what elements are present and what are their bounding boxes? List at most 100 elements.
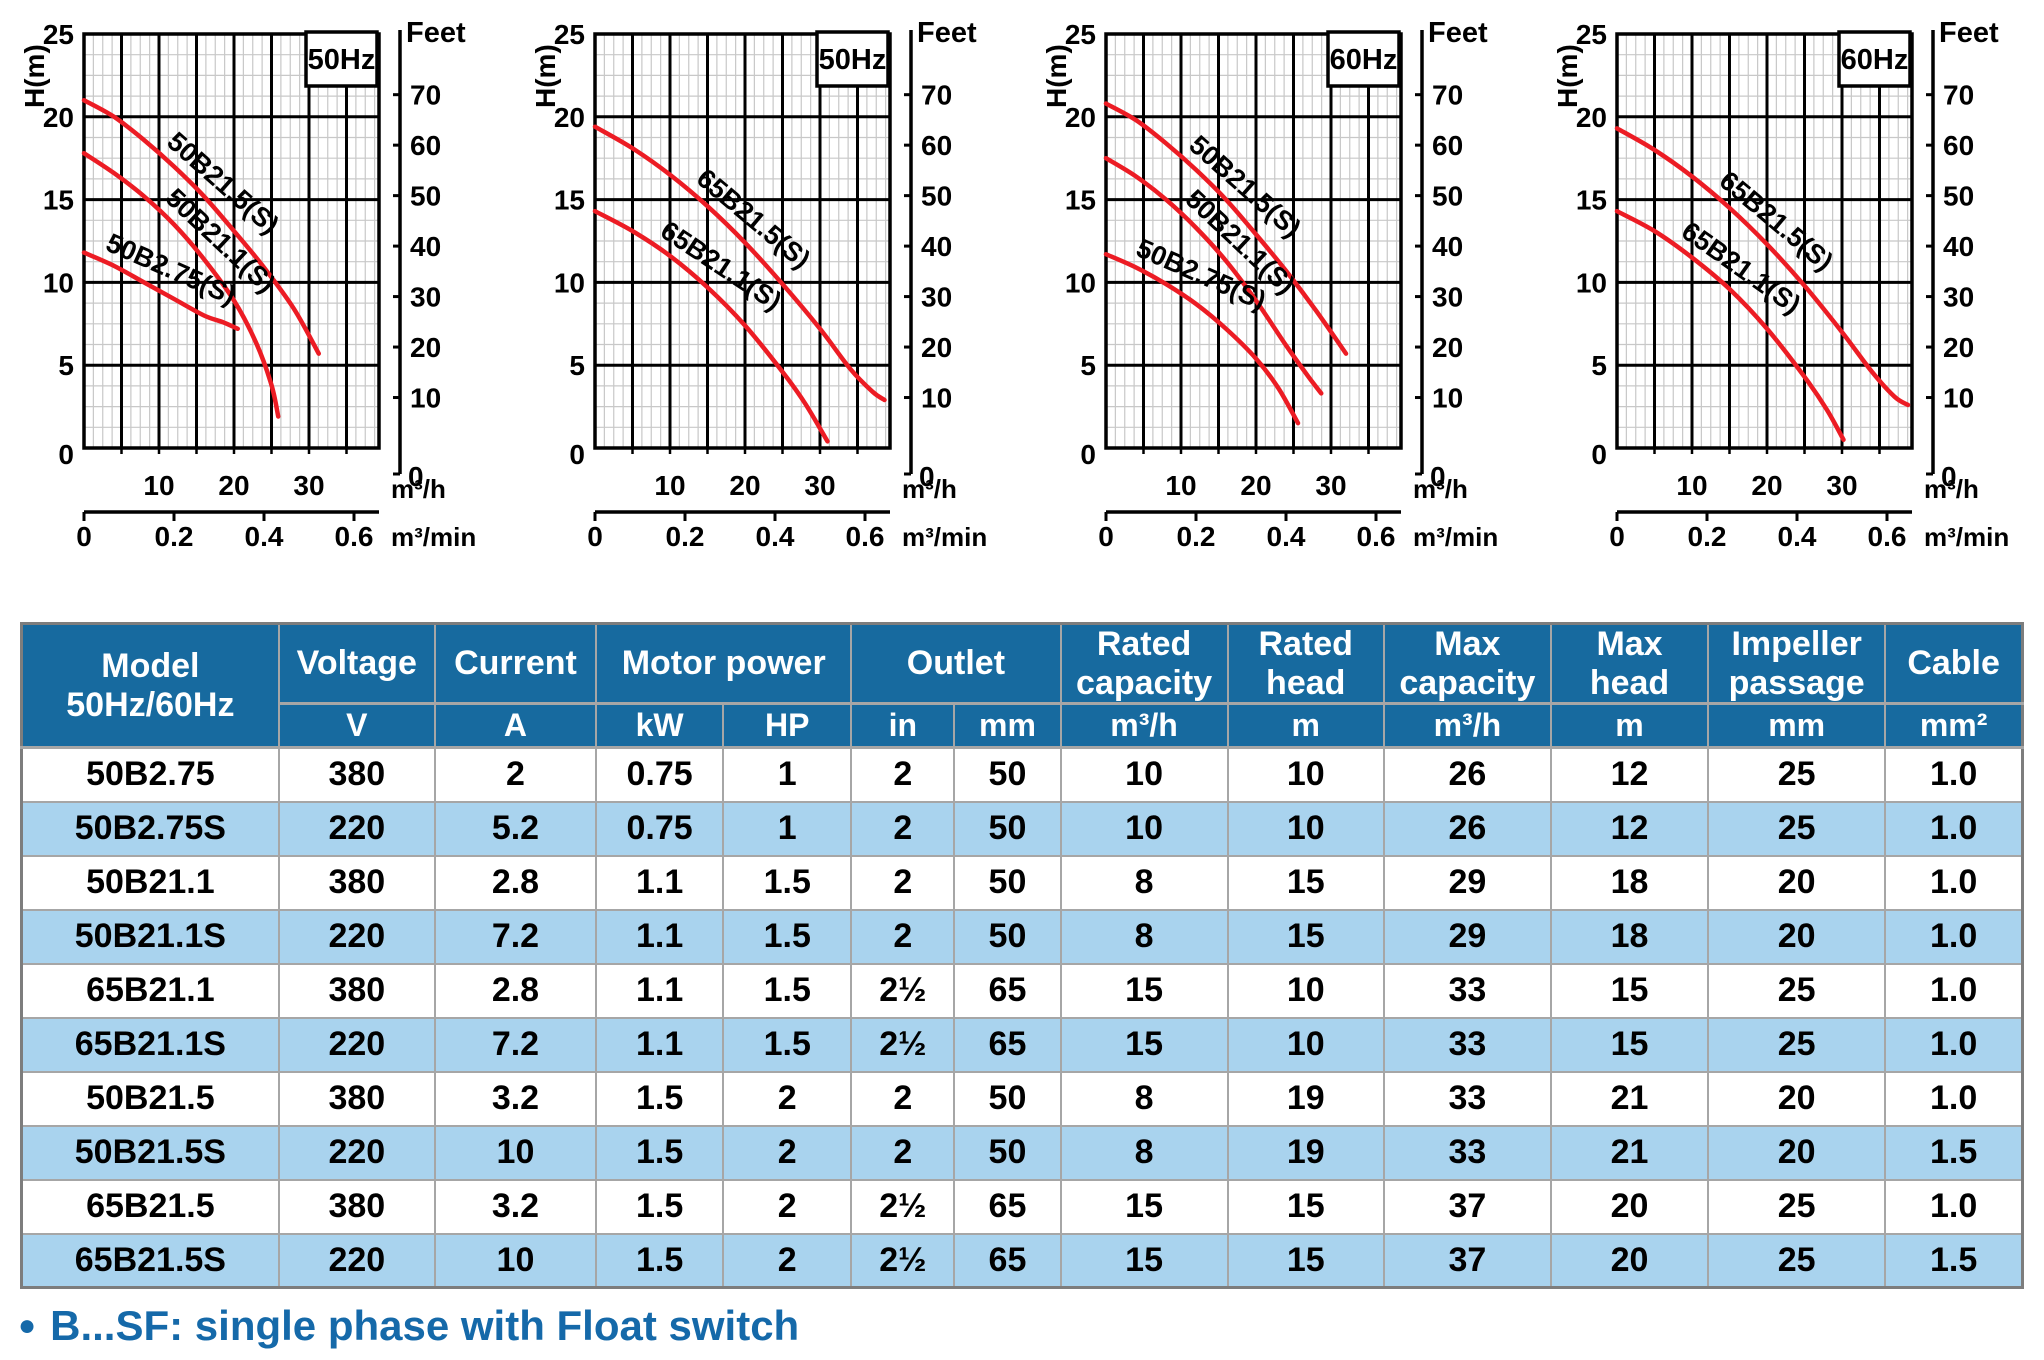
value-cell: 2½	[850, 1232, 956, 1289]
y-axis-tick-label: 25	[1065, 19, 1096, 50]
right-axis-tick-label: 0	[919, 461, 935, 492]
frequency-badge-box	[815, 30, 890, 88]
value-cell: 20	[1549, 1232, 1710, 1289]
value-cell: 18	[1549, 908, 1710, 965]
x-axis-tick-label: 20	[1751, 470, 1782, 501]
right-axis-tick-label: 20	[410, 332, 441, 363]
header-motor-power: Motor power	[595, 622, 853, 705]
value-cell: 2	[850, 1124, 956, 1181]
pump-curve-50B21.1(S)	[1103, 155, 1324, 396]
y-axis-title-right: Feet	[1428, 17, 1488, 49]
table-row: 65B21.1 380 2.8 1.1 1.5 2½ 65 15 10 33 15 25 1.0	[20, 962, 2024, 1019]
secondary-x-tick-label: 0	[587, 521, 603, 552]
x-axis-unit-secondary: m³/min	[391, 522, 476, 552]
frequency-badge-box	[304, 30, 379, 88]
value-cell: 20	[1707, 854, 1887, 911]
y-axis-tick-label: 25	[554, 19, 585, 50]
plot-border	[82, 32, 381, 450]
value-cell: 1.5	[722, 908, 853, 965]
value-cell: 1.5	[722, 962, 853, 1019]
header-max-head: Max head	[1549, 622, 1710, 705]
value-cell: 2.8	[433, 854, 598, 911]
pump-curve-50B21.1(S)	[81, 150, 281, 419]
y-axis-title-right: Feet	[917, 17, 977, 49]
right-axis-tick-label: 0	[408, 461, 424, 492]
value-cell: 1.5	[1884, 1124, 2024, 1181]
x-axis-tick-label: 20	[729, 470, 760, 501]
secondary-x-tick-label: 0	[76, 521, 92, 552]
x-axis-unit-primary: m³/h	[391, 474, 446, 504]
value-cell: 1.0	[1884, 800, 2024, 857]
right-axis-tick-label: 70	[410, 80, 441, 111]
secondary-x-tick-label: 0	[1609, 521, 1625, 552]
pump-curve-chart: 50B21.5(S)50B21.1(S)50B2.75(S)2520151050…	[19, 17, 476, 552]
value-cell: 8	[1059, 908, 1229, 965]
value-cell: 2	[722, 1070, 853, 1127]
x-axis-tick-label: 30	[804, 470, 835, 501]
y-axis-tick-label: 25	[1576, 19, 1607, 50]
right-axis-tick-label: 20	[1943, 332, 1974, 363]
value-cell: 1.0	[1884, 908, 2024, 965]
value-cell: 33	[1382, 962, 1552, 1019]
value-cell: 18	[1549, 854, 1710, 911]
pump-curve-50B21.5(S)	[1103, 101, 1349, 356]
model-cell: 65B21.1	[20, 962, 280, 1019]
value-cell: 65	[953, 1178, 1062, 1235]
y-axis-tick-label: 25	[43, 19, 74, 50]
y-axis-tick-label: 10	[1576, 267, 1607, 298]
value-cell: 15	[1226, 1178, 1385, 1235]
unit-kw: kW	[595, 702, 725, 749]
value-cell: 10	[1226, 746, 1385, 803]
value-cell: 1	[722, 746, 853, 803]
pump-chart-4-60Hz: 65B21.5(S) 65B21.1(S) 25 20 15 10 5 0 H(m) 10 20 30…	[1533, 0, 2044, 560]
value-cell: 220	[277, 1124, 436, 1181]
right-axis-tick-label: 70	[1943, 80, 1974, 111]
right-axis-tick-label: 60	[1432, 130, 1463, 161]
value-cell: 1.1	[595, 908, 725, 965]
unit-max-head: m	[1549, 702, 1710, 749]
value-cell: 0.75	[595, 746, 725, 803]
x-axis-tick-label: 10	[143, 470, 174, 501]
value-cell: 50	[953, 854, 1062, 911]
footnote: ● B...SF: single phase with Float switch	[18, 1302, 799, 1350]
value-cell: 2	[722, 1124, 853, 1181]
value-cell: 2	[722, 1232, 853, 1289]
value-cell: 10	[1226, 800, 1385, 857]
right-axis-tick-label: 50	[1432, 181, 1463, 212]
value-cell: 1.5	[595, 1232, 725, 1289]
value-cell: 1.5	[595, 1178, 725, 1235]
pump-curve-65B21.1(S)	[592, 208, 830, 444]
value-cell: 65	[953, 1016, 1062, 1073]
y-axis-tick-label: 5	[1080, 350, 1096, 381]
model-cell: 50B21.1	[20, 854, 280, 911]
value-cell: 37	[1382, 1178, 1552, 1235]
frequency-badge-box	[1326, 30, 1401, 88]
value-cell: 0.75	[595, 800, 725, 857]
value-cell: 20	[1549, 1178, 1710, 1235]
value-cell: 50	[953, 746, 1062, 803]
right-axis-tick-label: 20	[1432, 332, 1463, 363]
value-cell: 65	[953, 962, 1062, 1019]
y-axis-tick-label: 5	[1591, 350, 1607, 381]
value-cell: 10	[1059, 800, 1229, 857]
value-cell: 25	[1707, 1178, 1887, 1235]
value-cell: 380	[277, 1178, 436, 1235]
y-axis-tick-label: 0	[58, 439, 74, 470]
secondary-x-tick-label: 0.4	[1778, 521, 1817, 552]
model-cell: 50B21.1S	[20, 908, 280, 965]
pump-curve-65B21.5(S)	[1614, 126, 1911, 408]
x-axis-unit-primary: m³/h	[902, 474, 957, 504]
pump-curve-50B2.75(S)	[1103, 251, 1301, 426]
value-cell: 25	[1707, 800, 1887, 857]
value-cell: 26	[1382, 746, 1552, 803]
value-cell: 1.5	[722, 854, 853, 911]
unit-hp: HP	[722, 702, 853, 749]
value-cell: 1.1	[595, 962, 725, 1019]
right-axis-tick-label: 30	[1943, 282, 1974, 313]
y-axis-title-left: H(m)	[19, 44, 50, 108]
value-cell: 15	[1059, 1016, 1229, 1073]
table-row: 65B21.5 380 3.2 1.5 2 2½ 65 15 15 37 20 25 1.0	[20, 1178, 2024, 1235]
value-cell: 25	[1707, 1232, 1887, 1289]
y-axis-tick-label: 10	[43, 267, 74, 298]
value-cell: 8	[1059, 1070, 1229, 1127]
